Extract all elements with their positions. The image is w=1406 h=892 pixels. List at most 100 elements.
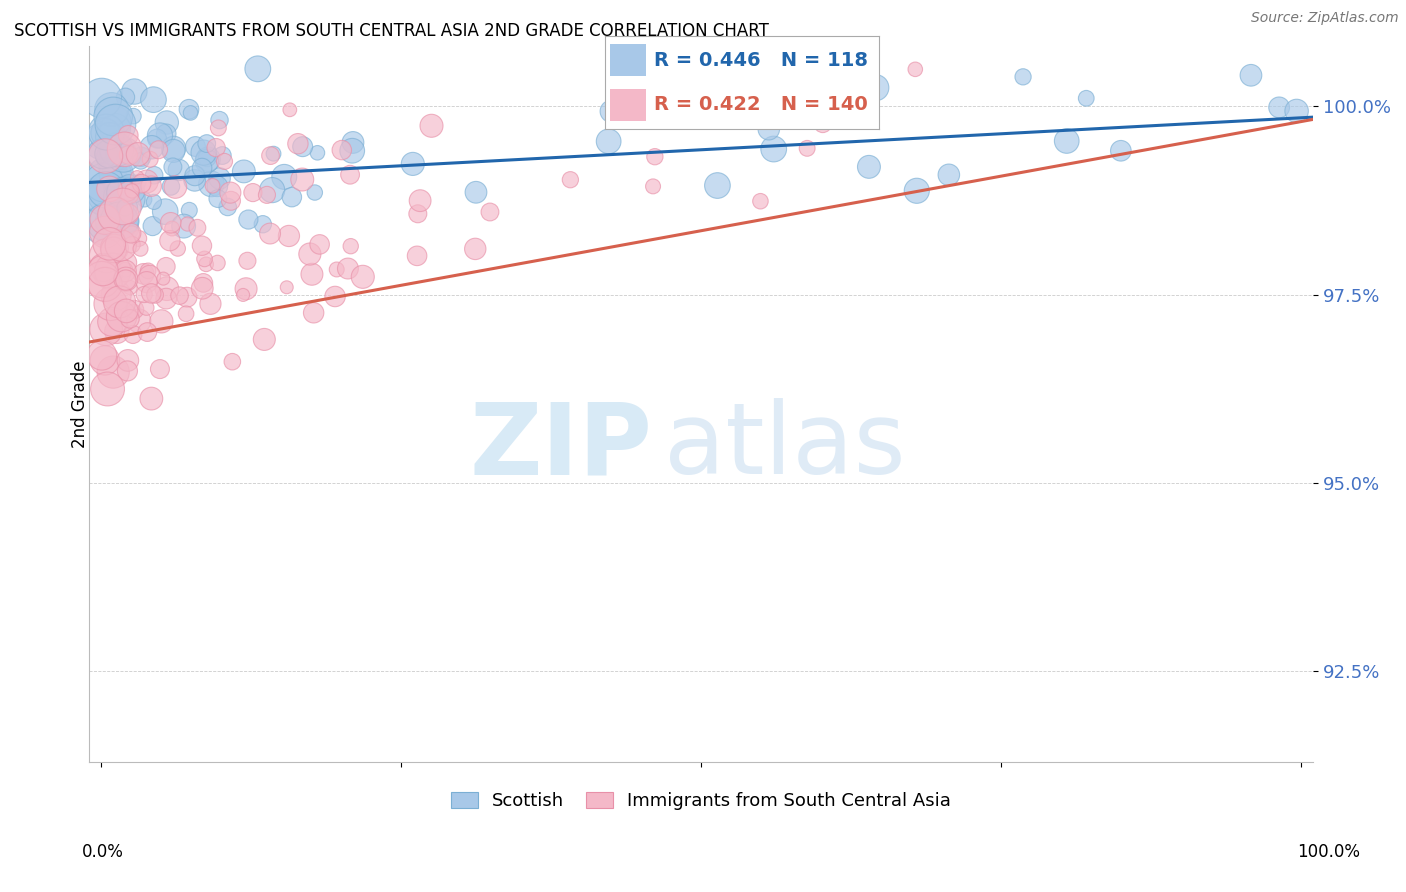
Point bbox=[420, 119, 443, 133]
Point bbox=[149, 128, 172, 143]
Point bbox=[104, 118, 127, 132]
Point bbox=[207, 192, 229, 206]
Point bbox=[108, 294, 131, 309]
Point bbox=[263, 146, 285, 161]
Point bbox=[155, 260, 177, 274]
Point bbox=[208, 171, 231, 186]
Point bbox=[406, 207, 429, 221]
Point bbox=[115, 304, 138, 318]
Point bbox=[94, 322, 117, 336]
Point bbox=[112, 191, 135, 205]
Point bbox=[262, 183, 284, 197]
Point bbox=[105, 288, 128, 302]
Point bbox=[1240, 68, 1263, 82]
Point bbox=[278, 103, 301, 117]
Point bbox=[118, 207, 141, 221]
Point bbox=[91, 187, 114, 202]
Point bbox=[1012, 70, 1035, 84]
Point bbox=[323, 289, 346, 303]
Point bbox=[122, 109, 145, 123]
Point bbox=[409, 194, 432, 208]
Point bbox=[104, 149, 127, 163]
Point bbox=[824, 104, 846, 119]
Point bbox=[112, 147, 135, 161]
Point bbox=[118, 311, 141, 326]
Point bbox=[110, 186, 132, 200]
Point bbox=[98, 129, 121, 144]
Point bbox=[159, 234, 181, 248]
Point bbox=[214, 154, 236, 169]
Point bbox=[905, 184, 928, 198]
Y-axis label: 2nd Grade: 2nd Grade bbox=[72, 360, 89, 448]
Point bbox=[904, 62, 927, 77]
Point bbox=[298, 247, 321, 261]
Point bbox=[117, 214, 139, 228]
Point bbox=[117, 128, 139, 143]
Point bbox=[101, 264, 124, 278]
Point bbox=[291, 172, 314, 186]
Point bbox=[118, 187, 141, 202]
Point bbox=[166, 242, 188, 256]
Point bbox=[94, 168, 117, 182]
Point bbox=[560, 172, 582, 186]
Point bbox=[90, 348, 112, 362]
Point bbox=[114, 201, 136, 215]
Point bbox=[762, 142, 785, 156]
Point bbox=[152, 271, 174, 285]
Point bbox=[352, 269, 374, 284]
Point bbox=[256, 187, 278, 202]
Point bbox=[193, 252, 215, 266]
Bar bbox=[610, 44, 645, 76]
Point bbox=[207, 179, 229, 194]
Point bbox=[105, 166, 128, 180]
Point bbox=[91, 263, 114, 277]
Point bbox=[150, 314, 173, 328]
Point bbox=[232, 288, 254, 302]
Point bbox=[156, 115, 179, 129]
Point bbox=[183, 173, 205, 187]
Point bbox=[114, 90, 136, 104]
Point bbox=[641, 179, 664, 194]
Point bbox=[208, 113, 231, 128]
Point bbox=[120, 226, 142, 240]
Text: 100.0%: 100.0% bbox=[1298, 843, 1360, 861]
Point bbox=[114, 145, 136, 159]
Text: SCOTTISH VS IMMIGRANTS FROM SOUTH CENTRAL ASIA 2ND GRADE CORRELATION CHART: SCOTTISH VS IMMIGRANTS FROM SOUTH CENTRA… bbox=[14, 22, 769, 40]
Point bbox=[465, 186, 488, 200]
Point bbox=[90, 91, 112, 105]
Point bbox=[96, 382, 118, 396]
Point bbox=[1285, 103, 1308, 118]
Point bbox=[191, 281, 214, 295]
Point bbox=[104, 208, 127, 222]
Point bbox=[105, 167, 128, 181]
Point bbox=[184, 139, 207, 153]
Point bbox=[121, 184, 143, 198]
Point bbox=[339, 168, 361, 182]
Point bbox=[330, 143, 353, 157]
Point bbox=[134, 287, 156, 301]
Point bbox=[136, 325, 159, 339]
Point bbox=[219, 186, 242, 200]
Point bbox=[252, 217, 274, 231]
Point bbox=[98, 182, 121, 196]
Point bbox=[709, 62, 731, 76]
Point bbox=[118, 180, 141, 194]
Point bbox=[162, 160, 184, 174]
Point bbox=[128, 314, 150, 328]
Point bbox=[103, 241, 125, 255]
Point bbox=[94, 192, 117, 206]
Point bbox=[142, 194, 165, 209]
Point bbox=[191, 161, 214, 175]
Point bbox=[195, 151, 218, 165]
Point bbox=[121, 227, 143, 241]
Point bbox=[105, 143, 128, 157]
Point bbox=[129, 153, 152, 168]
Point bbox=[858, 160, 880, 174]
Point bbox=[135, 174, 157, 188]
Point bbox=[159, 216, 181, 230]
Point bbox=[195, 136, 218, 151]
Point bbox=[110, 238, 132, 252]
Point bbox=[115, 255, 138, 269]
Point bbox=[238, 212, 260, 227]
Point bbox=[865, 80, 887, 95]
